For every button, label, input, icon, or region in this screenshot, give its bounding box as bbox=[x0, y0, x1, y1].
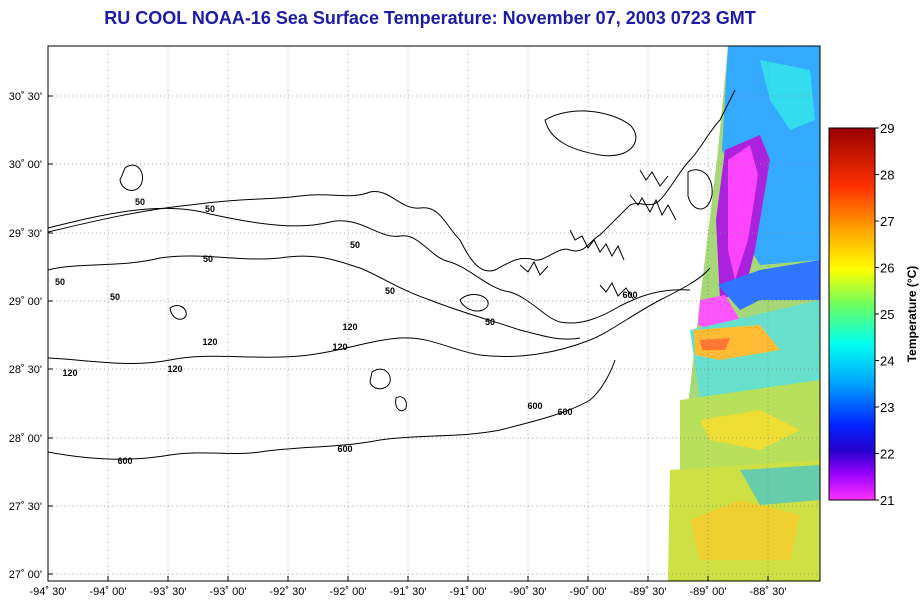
contour-label: 50 bbox=[385, 286, 395, 296]
contour-120-a bbox=[48, 267, 711, 364]
contour-label: 50 bbox=[110, 292, 120, 302]
lat-tick-label: 30˚ 00' bbox=[9, 159, 42, 171]
lon-tick-label: -91˚ 00' bbox=[450, 586, 487, 598]
contour-label: 50 bbox=[350, 240, 360, 250]
island-contour-6 bbox=[169, 305, 187, 320]
contour-label: 600 bbox=[557, 407, 572, 417]
lat-tick-label: 30˚ 30' bbox=[9, 91, 42, 103]
colorbar-tick-label: 28 bbox=[880, 168, 894, 183]
contour-label: 120 bbox=[342, 322, 357, 332]
lon-tick-label: -92˚ 00' bbox=[330, 586, 367, 598]
map-frame bbox=[47, 45, 821, 582]
lon-tick-label: -92˚ 30' bbox=[270, 586, 307, 598]
lon-tick-label: -90˚ 30' bbox=[510, 586, 547, 598]
contour-label: 50 bbox=[135, 197, 145, 207]
contour-label: 120 bbox=[167, 364, 182, 374]
contour-50-a bbox=[48, 207, 691, 324]
contour-label: 600 bbox=[622, 290, 637, 300]
island-contour-1 bbox=[119, 164, 144, 191]
contour-label: 600 bbox=[527, 401, 542, 411]
lon-tick-label: -91˚ 30' bbox=[390, 586, 427, 598]
longitude-ticks: -94˚ 30' -94˚ 00' -93˚ 30' -93˚ 00' -92˚ 30'… bbox=[30, 576, 787, 598]
colorbar-tick-label: 25 bbox=[880, 307, 894, 322]
contour-label: 50 bbox=[203, 254, 213, 264]
contour-label: 600 bbox=[337, 444, 352, 454]
island-contour-4 bbox=[395, 396, 407, 412]
lon-tick-label: -88˚ 30' bbox=[750, 586, 787, 598]
lon-tick-label: -90˚ 00' bbox=[570, 586, 607, 598]
colorbar-tick-label: 29 bbox=[880, 121, 894, 136]
colorbar-tick-label: 22 bbox=[880, 447, 894, 462]
island-contour-7 bbox=[459, 294, 489, 312]
colorbar-tick-label: 27 bbox=[880, 214, 894, 229]
lat-tick-label: 27˚ 30' bbox=[9, 501, 42, 513]
contour-50-b bbox=[48, 255, 581, 340]
lon-tick-label: -94˚ 30' bbox=[30, 586, 67, 598]
contour-label: 120 bbox=[202, 337, 217, 347]
lon-tick-label: -93˚ 00' bbox=[210, 586, 247, 598]
contour-600-a bbox=[48, 359, 616, 460]
colorbar-tick-label: 24 bbox=[880, 354, 894, 369]
lon-tick-label: -94˚ 00' bbox=[90, 586, 127, 598]
contour-label: 50 bbox=[55, 277, 65, 287]
latitude-ticks: 30˚ 30' 30˚ 00' 29˚ 30' 29˚ 00' 28˚ 30' 28˚ 0… bbox=[9, 91, 53, 581]
lat-lon-grid bbox=[48, 46, 820, 581]
lat-tick-label: 27˚ 00' bbox=[9, 569, 42, 581]
lat-tick-label: 29˚ 30' bbox=[9, 228, 42, 240]
map-title: RU COOL NOAA-16 Sea Surface Temperature:… bbox=[104, 8, 756, 28]
contour-labels: 50 50 50 50 50 50 50 50 120 120 120 120 120 600 600 600… bbox=[55, 197, 638, 466]
lat-tick-label: 29˚ 00' bbox=[9, 296, 42, 308]
contour-label: 600 bbox=[117, 456, 132, 466]
colorbar bbox=[828, 127, 876, 501]
contour-label: 50 bbox=[205, 204, 215, 214]
colorbar-ticks: 29 28 27 26 25 24 23 22 21 bbox=[875, 121, 894, 508]
delta-marsh bbox=[519, 169, 677, 301]
colorbar-label: Temperature (°C) bbox=[905, 266, 919, 363]
contour-label: 50 bbox=[485, 317, 495, 327]
colorbar-tick-label: 23 bbox=[880, 400, 894, 415]
island-contour-3 bbox=[369, 368, 391, 390]
contour-label: 120 bbox=[332, 342, 347, 352]
lon-tick-label: -89˚ 00' bbox=[690, 586, 727, 598]
contour-label: 120 bbox=[62, 368, 77, 378]
lon-tick-label: -93˚ 30' bbox=[150, 586, 187, 598]
satellite-swath bbox=[668, 46, 820, 581]
colorbar-tick-label: 21 bbox=[880, 493, 894, 508]
island-contour-2 bbox=[544, 110, 637, 157]
coastline bbox=[48, 89, 736, 272]
island-contour-5 bbox=[687, 169, 713, 210]
lat-tick-label: 28˚ 30' bbox=[9, 364, 42, 376]
bathymetry-contours bbox=[48, 89, 736, 460]
colorbar-tick-label: 26 bbox=[880, 261, 894, 276]
lat-tick-label: 28˚ 00' bbox=[9, 433, 42, 445]
lon-tick-label: -89˚ 30' bbox=[630, 586, 667, 598]
